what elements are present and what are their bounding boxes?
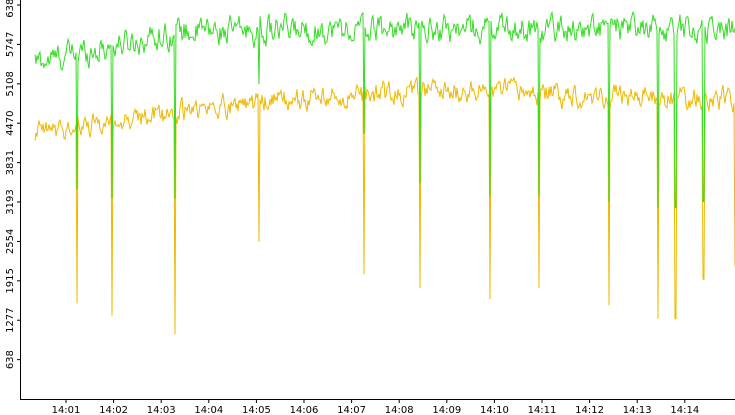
x-tick-label: 14:14: [670, 405, 699, 415]
y-tick-label: 6386: [5, 0, 16, 18]
x-tick-label: 14:10: [480, 405, 509, 415]
y-tick-label: 5108: [5, 71, 16, 96]
x-tick-label: 14:08: [385, 405, 414, 415]
x-tick-label: 14:12: [575, 405, 604, 415]
x-axis-ticks: 14:01 14:02 14:03 14:04 14:05 14:06 14:07 14:08…: [52, 399, 699, 415]
x-tick-label: 14:06: [290, 405, 319, 415]
x-tick-label: 14:05: [242, 405, 271, 415]
x-tick-label: 14:07: [337, 405, 366, 415]
x-tick-label: 14:13: [623, 405, 652, 415]
series-layer: [34, 10, 735, 335]
x-tick-label: 14:03: [147, 405, 176, 415]
x-tick-label: 14:04: [194, 405, 223, 415]
y-tick-label: 3193: [5, 189, 16, 214]
series-yellow-line: [34, 76, 735, 335]
y-tick-label: 2554: [5, 229, 16, 254]
y-tick-label: 5747: [5, 32, 16, 57]
series-green-line: [34, 10, 735, 209]
x-tick-label: 14:09: [432, 405, 461, 415]
y-tick-label: 4470: [5, 110, 16, 135]
y-tick-label: 3831: [5, 150, 16, 175]
x-tick-label: 14:01: [52, 405, 81, 415]
y-tick-label: 1277: [5, 307, 16, 332]
y-tick-label: 1915: [5, 268, 16, 293]
y-axis-ticks: 638 1277 1915 2554 3193 3831 4470 5108 5747 6386: [5, 0, 20, 369]
y-tick-label: 638: [5, 350, 16, 369]
x-tick-label: 14:02: [99, 405, 128, 415]
x-tick-label: 14:11: [528, 405, 557, 415]
